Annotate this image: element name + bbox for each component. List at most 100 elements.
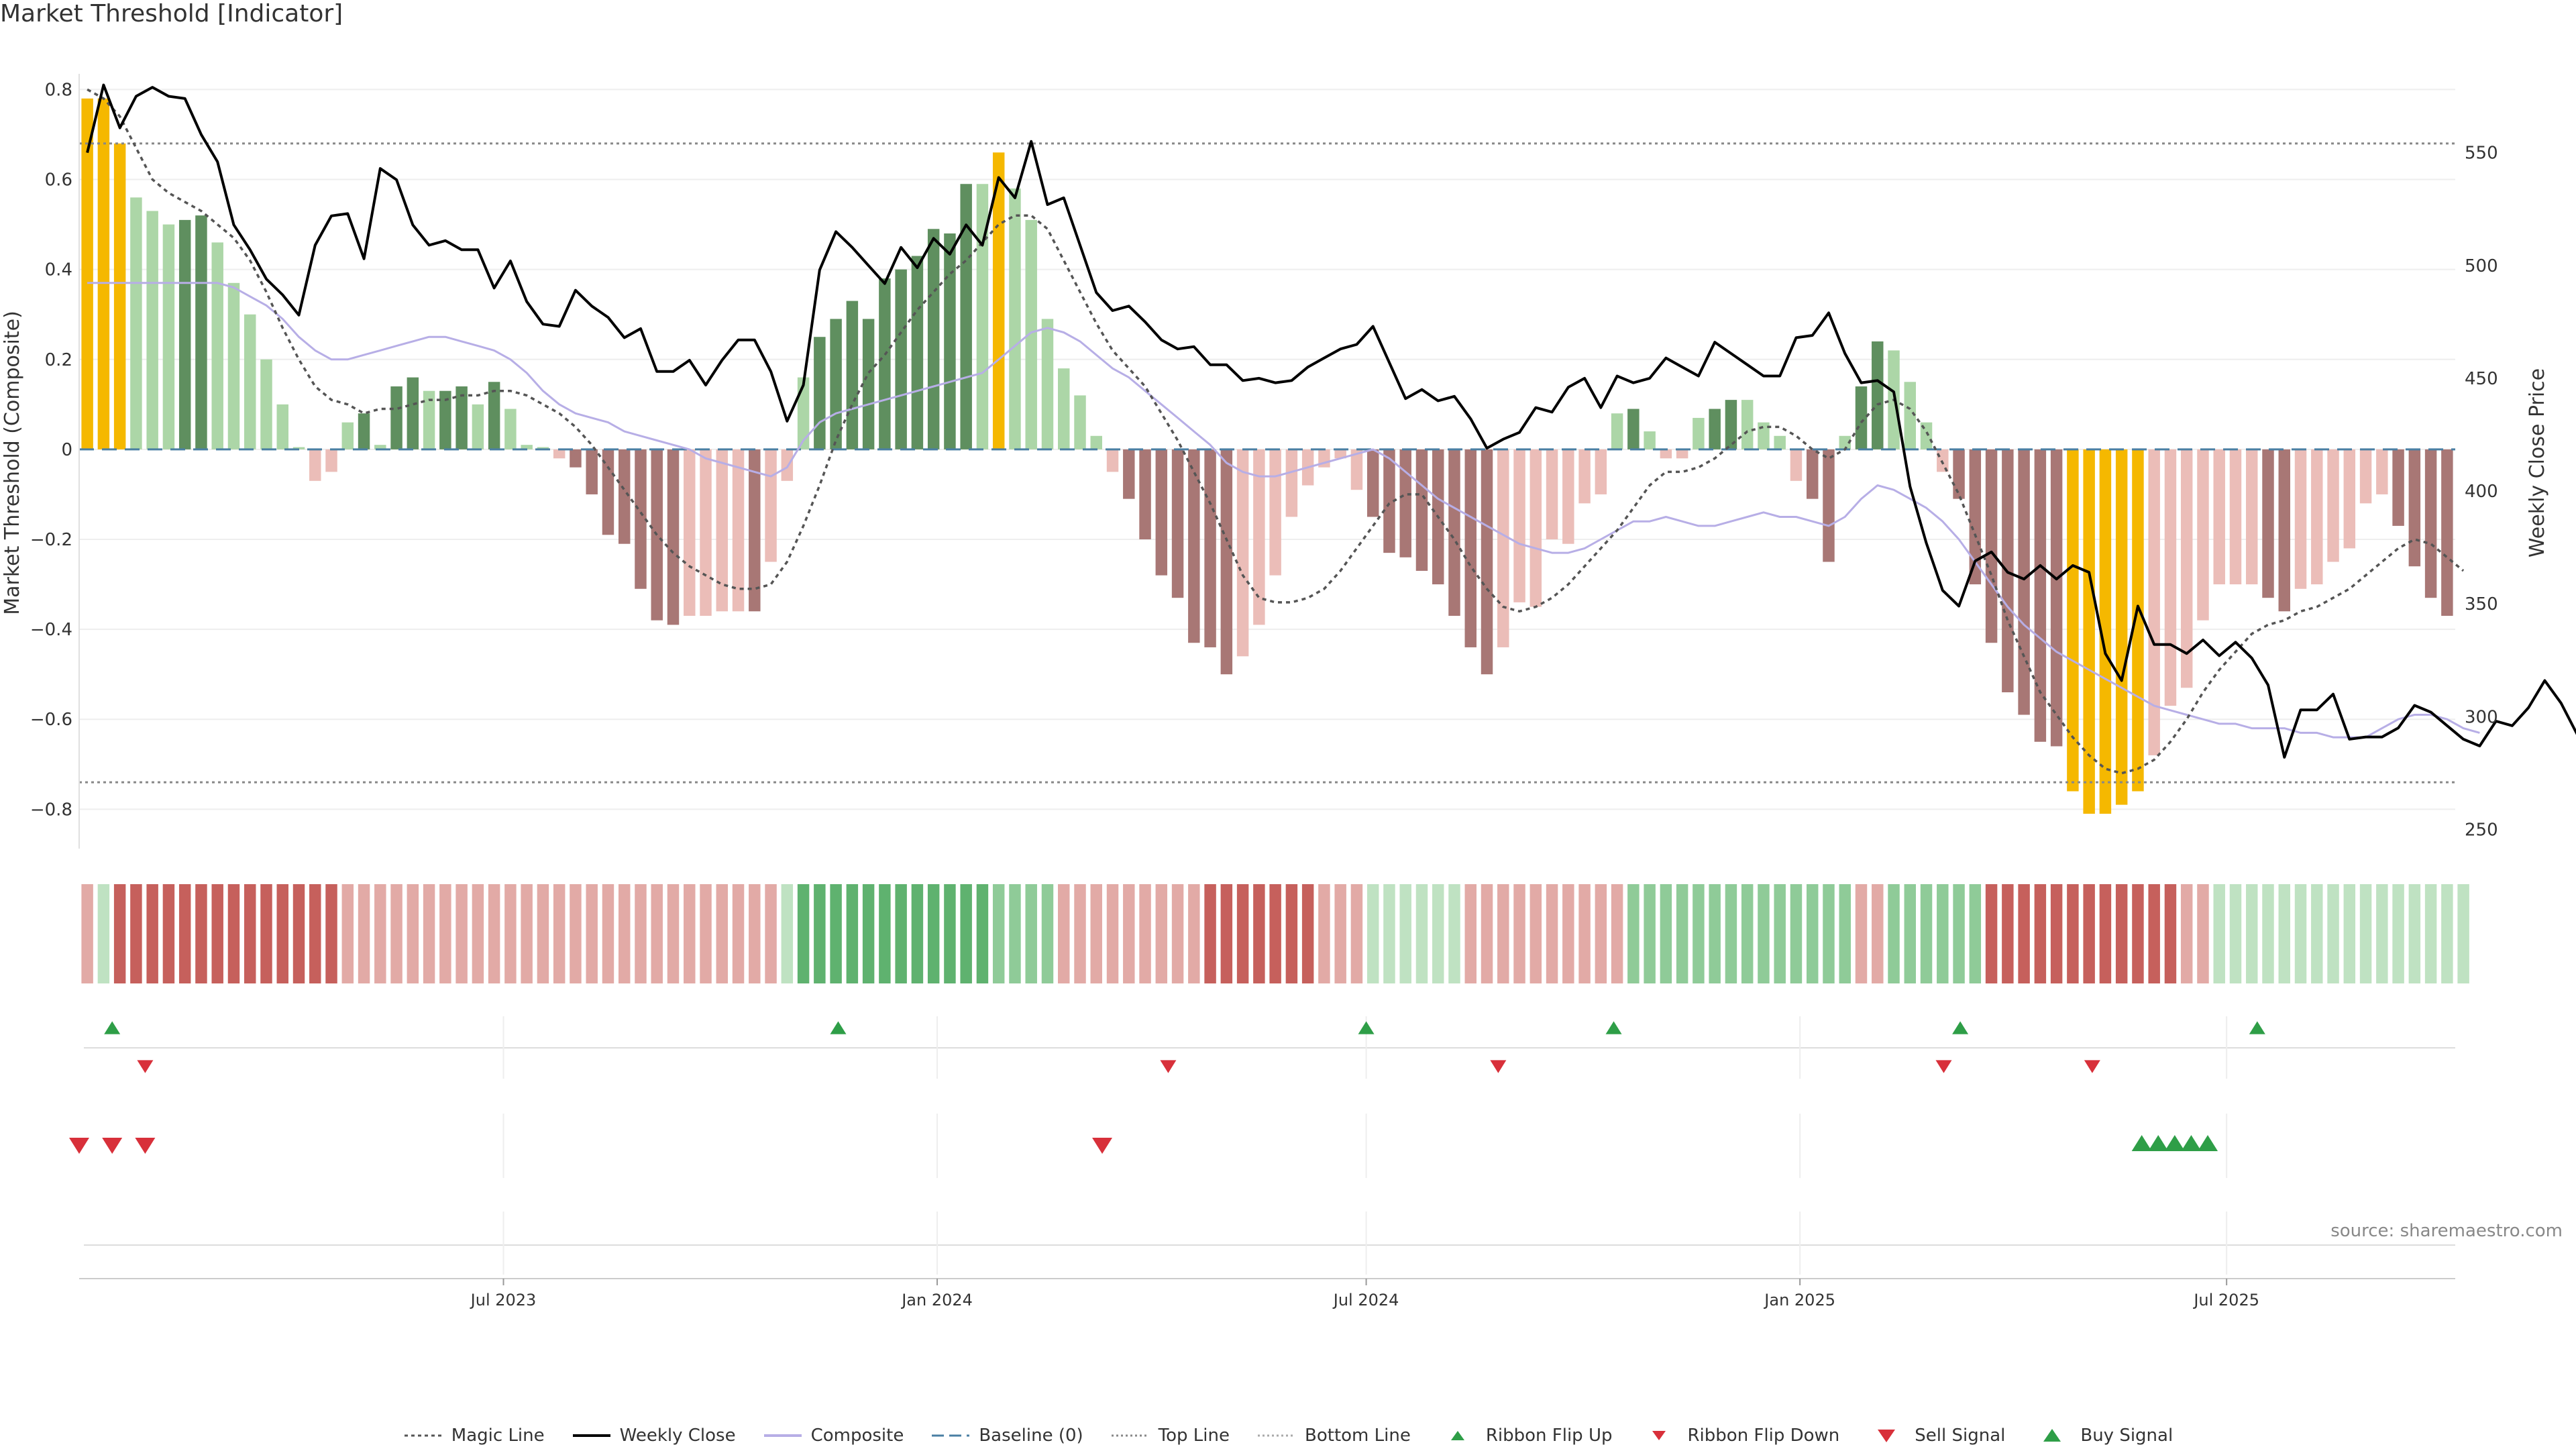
composite-bar xyxy=(2018,449,2030,715)
composite-bar xyxy=(374,445,386,449)
ribbon-cell xyxy=(309,884,321,983)
ribbon-cell xyxy=(667,884,680,983)
sell-signal-marker xyxy=(1092,1138,1113,1154)
ribbon-cell xyxy=(1644,884,1656,983)
y-tick-label: 0.4 xyxy=(45,260,72,280)
legend-item-bottomline: Bottom Line xyxy=(1256,1426,1411,1446)
legend-symbol xyxy=(404,1434,442,1437)
ribbon-cell xyxy=(2132,884,2144,983)
ribbon-cell xyxy=(1969,884,1982,983)
y2-tick-label: 400 xyxy=(2465,482,2498,502)
x-tick-label: Jan 2025 xyxy=(1763,1291,1835,1309)
composite-bar xyxy=(2311,449,2323,585)
ribbon-cell xyxy=(1139,884,1151,983)
ribbon-cell xyxy=(732,884,745,983)
composite-bar xyxy=(602,449,614,535)
composite-bar xyxy=(846,301,859,449)
trend-ribbon xyxy=(81,884,2469,983)
composite-bar xyxy=(2083,449,2095,814)
composite-bar xyxy=(1399,449,1411,557)
composite-bar xyxy=(927,229,940,449)
composite-bar xyxy=(1220,449,1233,675)
ribbon-cell xyxy=(1318,884,1330,983)
composite-bar xyxy=(2067,449,2079,792)
composite-bar xyxy=(765,449,777,562)
composite-bar xyxy=(586,449,598,494)
ribbon-flip-down-marker xyxy=(1935,1060,1952,1073)
legend-label: Ribbon Flip Up xyxy=(1485,1426,1613,1446)
ribbon-cell xyxy=(2359,884,2372,983)
ribbon-cell xyxy=(1090,884,1103,983)
composite-bar xyxy=(2148,449,2160,755)
ribbon-cell xyxy=(1920,884,1933,983)
buy-signal-marker xyxy=(2148,1135,2169,1151)
legend-item-flipdown: Ribbon Flip Down xyxy=(1639,1426,1839,1446)
composite-bar xyxy=(341,422,354,449)
ribbon-cell xyxy=(1985,884,1998,983)
y2-tick-label: 550 xyxy=(2465,144,2498,164)
ribbon-cell xyxy=(244,884,256,983)
composite-bar xyxy=(227,282,240,449)
ribbon-cell xyxy=(2213,884,2225,983)
composite-bar xyxy=(1253,449,1265,625)
composite-bar xyxy=(1644,431,1656,449)
composite-bar xyxy=(1823,449,1835,562)
composite-bar xyxy=(716,449,729,612)
legend: Magic Line Weekly Close Composite Baseline … xyxy=(0,1422,2576,1449)
composite-bar xyxy=(488,382,500,449)
ribbon-cell xyxy=(1611,884,1623,983)
composite-bar xyxy=(81,98,93,449)
composite-bar xyxy=(2408,449,2421,567)
composite-bar xyxy=(472,404,484,449)
composite-bar xyxy=(2197,449,2209,621)
composite-bars xyxy=(81,98,2453,814)
y-tick-label: −0.2 xyxy=(30,530,72,550)
ribbon-flip-down-marker xyxy=(137,1060,154,1073)
ribbon-cell xyxy=(1513,884,1525,983)
signal-panels xyxy=(69,1016,2455,1275)
ribbon-cell xyxy=(862,884,875,983)
legend-label: Baseline (0) xyxy=(979,1426,1083,1446)
composite-bar xyxy=(2441,449,2453,616)
ribbon-cell xyxy=(976,884,989,983)
ribbon-cell xyxy=(537,884,549,983)
composite-bar xyxy=(1350,449,1363,490)
composite-bar xyxy=(1090,435,1103,449)
composite-bar xyxy=(162,224,175,449)
composite-bar xyxy=(1366,449,1379,517)
ribbon-cell xyxy=(1009,884,1021,983)
composite-bar xyxy=(1758,422,1770,449)
composite-bar xyxy=(732,449,745,612)
ribbon-flip-up-marker xyxy=(1952,1021,1969,1034)
ribbon-cell xyxy=(1025,884,1037,983)
ribbon-cell xyxy=(1953,884,1965,983)
ribbon-cell xyxy=(1188,884,1200,983)
ribbon-cell xyxy=(618,884,631,983)
composite-bar xyxy=(1562,449,1574,544)
ribbon-cell xyxy=(2148,884,2160,983)
ribbon-cell xyxy=(130,884,142,983)
composite-bar xyxy=(2376,449,2388,494)
legend-symbol xyxy=(763,1434,802,1437)
ribbon-cell xyxy=(2392,884,2404,983)
composite-bar xyxy=(1139,449,1151,539)
composite-bar xyxy=(2246,449,2258,585)
composite-bar xyxy=(1236,449,1249,657)
composite-bar xyxy=(97,98,110,449)
ribbon-cell xyxy=(651,884,663,983)
ribbon-cell xyxy=(1529,884,1542,983)
composite-bar xyxy=(2343,449,2356,549)
composite-bar xyxy=(1839,435,1851,449)
market-threshold-chart: 0.8 0.6 0.4 0.2 0 −0.2 −0.4 −0.6 −0.8 Market Thre… xyxy=(1,74,2576,1309)
ribbon-cell xyxy=(586,884,598,983)
composite-bar xyxy=(537,447,549,449)
ribbon-cell xyxy=(1269,884,1281,983)
ribbon-cell xyxy=(455,884,468,983)
ribbon-cell xyxy=(1074,884,1086,983)
composite-bar xyxy=(1595,449,1607,494)
ribbon-flip-down-marker xyxy=(2084,1060,2100,1073)
ribbon-cell xyxy=(1855,884,1868,983)
ribbon-cell xyxy=(1709,884,1721,983)
source-note: source: sharemaestro.com xyxy=(2330,1221,2563,1241)
ribbon-cell xyxy=(1350,884,1363,983)
